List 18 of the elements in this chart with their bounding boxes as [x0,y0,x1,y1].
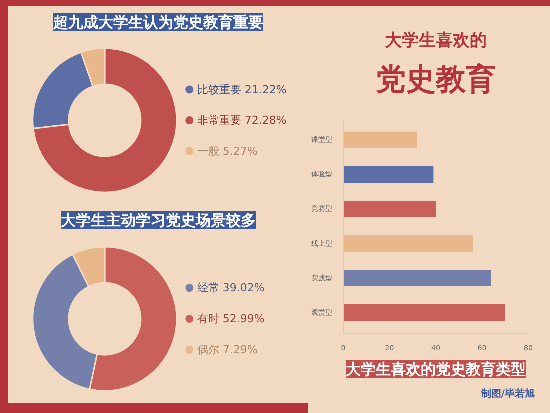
bar [344,132,418,148]
legend-label: 经常 39.02% [197,282,265,295]
legend-label: 有时 52.99% [197,312,265,326]
bar [344,304,506,322]
legend-label: 比较重要 21.22% [197,83,287,96]
text: 大学生喜欢的 [385,31,487,52]
legend-label: 偶尔 7.29% [197,344,258,356]
legend-label: 一般 5.27% [197,144,258,158]
text: 党史教育 [375,62,496,98]
bar [344,200,436,218]
text: 大学生喜欢的党史教育类型 [346,360,526,378]
bar [344,235,473,252]
chart-title: 大学生主动学习党史场景较多 [61,212,256,230]
text: 制图/毕若旭 [481,388,535,402]
chart-title: 超九成大学生认为党史教育重要 [52,14,264,32]
bar [344,166,434,184]
bar [344,270,492,287]
legend-label: 非常重要 72.28% [197,114,287,128]
